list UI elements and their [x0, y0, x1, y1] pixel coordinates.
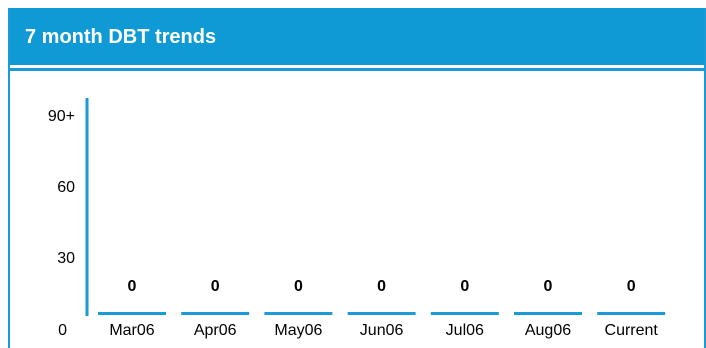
value-labels: 0 0 0 0 0 0 0 — [128, 278, 636, 295]
panel-title: 7 month DBT trends — [25, 26, 217, 48]
x-axis: Mar06 Apr06 May06 Jun06 Jul06 Aug06 Current — [109, 322, 658, 339]
value-label: 0 — [294, 278, 303, 295]
x-tick-label: May06 — [274, 322, 322, 339]
x-tick-label: Jun06 — [360, 322, 404, 339]
value-label: 0 — [627, 278, 636, 295]
bar-aug06 — [514, 312, 582, 315]
y-axis: 0 30 60 90+ — [48, 98, 89, 339]
dbt-trends-panel: 7 month DBT trends — [8, 8, 706, 348]
x-tick-label: Apr06 — [194, 322, 237, 339]
bar-mar06 — [98, 312, 166, 315]
bars — [98, 312, 666, 315]
bar-current — [597, 312, 666, 315]
y-tick-label: 0 — [58, 322, 67, 339]
x-tick-label: Mar06 — [109, 322, 154, 339]
bar-jul06 — [430, 312, 499, 315]
panel-header: 7 month DBT trends — [10, 8, 704, 68]
value-label: 0 — [211, 278, 220, 295]
value-label: 0 — [377, 278, 386, 295]
x-tick-label: Aug06 — [525, 322, 571, 339]
x-tick-label: Current — [605, 322, 659, 339]
value-label: 0 — [460, 278, 469, 295]
bar-may06 — [264, 312, 333, 315]
bar-apr06 — [181, 312, 250, 315]
x-tick-label: Jul06 — [446, 322, 484, 339]
value-label: 0 — [544, 278, 553, 295]
bar-jun06 — [347, 312, 416, 315]
value-label: 0 — [128, 278, 137, 295]
y-tick-label: 60 — [57, 179, 75, 196]
y-tick-label: 90+ — [48, 108, 75, 125]
y-tick-label: 30 — [57, 250, 75, 267]
